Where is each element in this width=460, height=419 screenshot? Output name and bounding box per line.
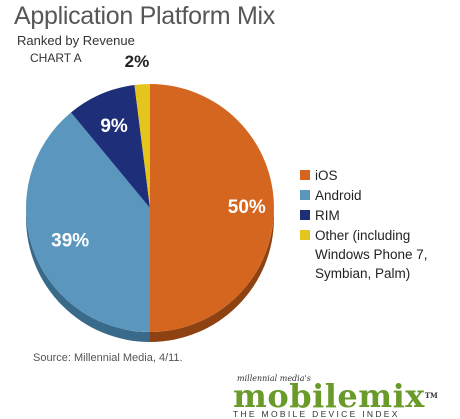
legend-swatch-android	[300, 190, 310, 200]
data-label-rim: 9%	[100, 116, 128, 137]
chart-title: Application Platform Mix	[14, 2, 275, 30]
logo-top-text: millennial media's	[237, 374, 311, 383]
legend-label-rim: RIM	[315, 208, 340, 223]
legend-label-ios: iOS	[315, 168, 338, 183]
legend-item-ios: iOS	[300, 166, 435, 185]
slice-other	[134, 84, 150, 208]
legend-item-other: Other (including Windows Phone 7, Symbia…	[300, 226, 435, 283]
data-label-android: 39%	[51, 230, 89, 251]
slice-rim	[70, 84, 150, 208]
legend-swatch-other	[300, 230, 310, 240]
legend-label-other: Other (including Windows Phone 7, Symbia…	[315, 228, 428, 281]
slice-ios	[150, 84, 274, 332]
mobilemix-logo: millennial media's mobilemixTM THE MOBIL…	[233, 374, 447, 419]
legend-label-android: Android	[315, 188, 362, 203]
legend-swatch-rim	[300, 210, 310, 220]
chart-subtitle: Ranked by Revenue	[17, 33, 135, 48]
logo-wordmark: mobilemix	[233, 377, 425, 415]
logo-main: mobilemixTM	[233, 380, 447, 412]
logo-tagline: THE MOBILE DEVICE INDEX	[233, 409, 400, 419]
data-label-other: 2%	[125, 52, 150, 71]
legend-item-android: Android	[300, 186, 435, 205]
legend-item-rim: RIM	[300, 206, 435, 225]
chart-label: CHART A	[30, 51, 82, 65]
data-label-ios: 50%	[228, 197, 266, 218]
legend: iOS Android RIM Other (including Windows…	[300, 166, 435, 284]
source-note: Source: Millennial Media, 4/11.	[33, 352, 183, 364]
slice-android	[26, 112, 151, 332]
legend-swatch-ios	[300, 170, 310, 180]
logo-tm: TM	[424, 391, 438, 400]
